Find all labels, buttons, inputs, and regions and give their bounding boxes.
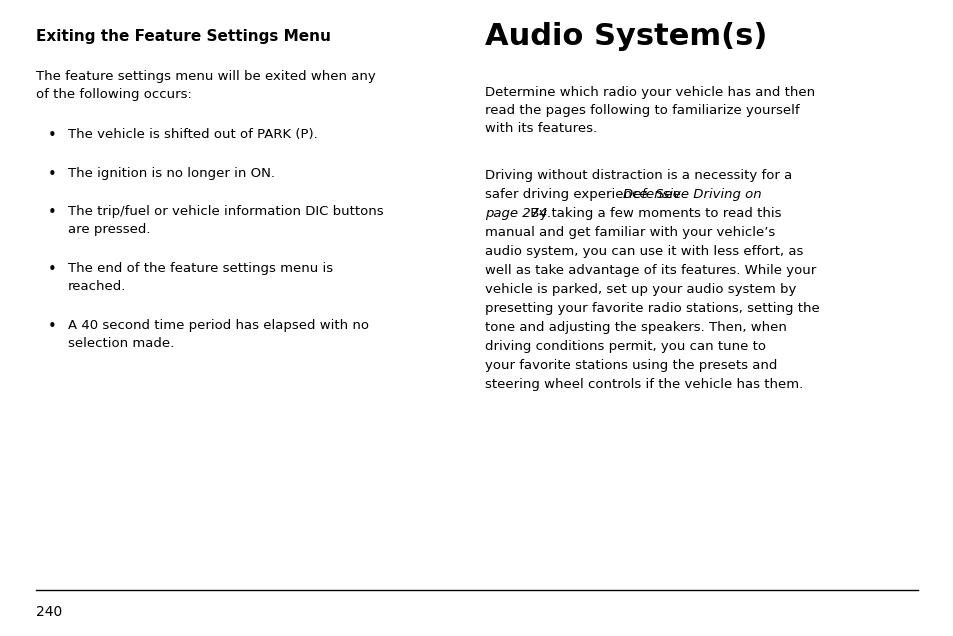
Text: 240: 240 [36, 605, 63, 619]
Text: A 40 second time period has elapsed with no
selection made.: A 40 second time period has elapsed with… [68, 319, 369, 350]
Text: •: • [48, 205, 56, 220]
Text: •: • [48, 167, 56, 182]
Text: The feature settings menu will be exited when any
of the following occurs:: The feature settings menu will be exited… [36, 70, 375, 101]
Text: Exiting the Feature Settings Menu: Exiting the Feature Settings Menu [36, 29, 331, 44]
Text: The vehicle is shifted out of PARK (P).: The vehicle is shifted out of PARK (P). [68, 128, 317, 141]
Text: manual and get familiar with your vehicle’s: manual and get familiar with your vehicl… [484, 226, 774, 238]
Text: safer driving experience. See: safer driving experience. See [484, 188, 684, 200]
Text: well as take advantage of its features. While your: well as take advantage of its features. … [484, 264, 815, 277]
Text: Defensive Driving on: Defensive Driving on [622, 188, 761, 200]
Text: The ignition is no longer in ON.: The ignition is no longer in ON. [68, 167, 274, 179]
Text: •: • [48, 319, 56, 335]
Text: Audio System(s): Audio System(s) [484, 22, 766, 52]
Text: page 274.: page 274. [484, 207, 551, 219]
Text: •: • [48, 128, 56, 144]
Text: The end of the feature settings menu is
reached.: The end of the feature settings menu is … [68, 262, 333, 293]
Text: •: • [48, 262, 56, 277]
Text: vehicle is parked, set up your audio system by: vehicle is parked, set up your audio sys… [484, 283, 795, 296]
Text: steering wheel controls if the vehicle has them.: steering wheel controls if the vehicle h… [484, 378, 802, 391]
Text: By taking a few moments to read this: By taking a few moments to read this [526, 207, 781, 219]
Text: Determine which radio your vehicle has and then
read the pages following to fami: Determine which radio your vehicle has a… [484, 86, 814, 135]
Text: tone and adjusting the speakers. Then, when: tone and adjusting the speakers. Then, w… [484, 321, 785, 334]
Text: your favorite stations using the presets and: your favorite stations using the presets… [484, 359, 776, 372]
Text: driving conditions permit, you can tune to: driving conditions permit, you can tune … [484, 340, 765, 353]
Text: audio system, you can use it with less effort, as: audio system, you can use it with less e… [484, 245, 802, 258]
Text: Driving without distraction is a necessity for a: Driving without distraction is a necessi… [484, 169, 791, 181]
Text: presetting your favorite radio stations, setting the: presetting your favorite radio stations,… [484, 302, 819, 315]
Text: The trip/fuel or vehicle information DIC buttons
are pressed.: The trip/fuel or vehicle information DIC… [68, 205, 383, 236]
